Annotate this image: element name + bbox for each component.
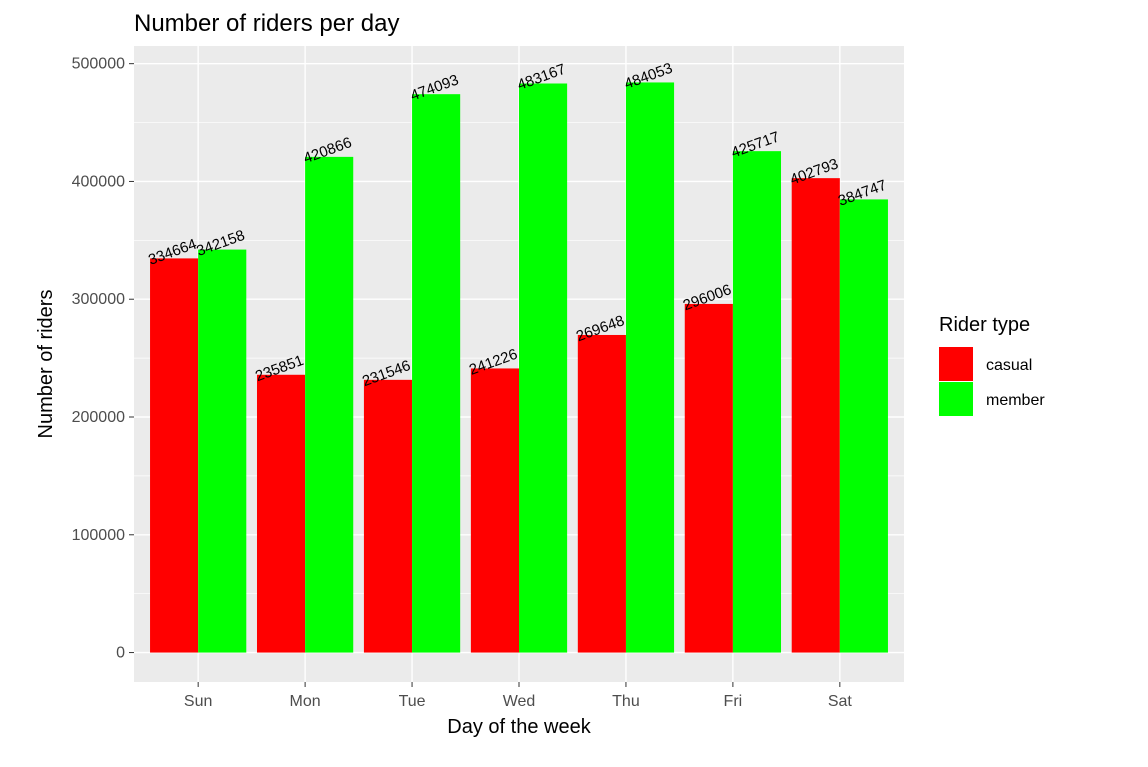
legend: Rider type casual member [939, 314, 1045, 416]
bar-casual-tue [363, 379, 413, 653]
y-tick-label: 500000 [72, 56, 125, 73]
x-tick-label: Sun [184, 693, 212, 710]
legend-swatch-member [939, 382, 973, 416]
bar-casual-sat [791, 178, 840, 653]
x-tick-label: Fri [724, 693, 743, 710]
x-tick-label: Mon [290, 693, 321, 710]
bar-casual-fri [684, 303, 733, 653]
y-tick-label: 300000 [72, 291, 125, 308]
y-tick-label: 200000 [72, 409, 125, 426]
y-axis-title: Number of riders [35, 290, 57, 439]
bar-member-sat [839, 199, 888, 653]
bars [150, 82, 888, 653]
bar-member-tue [412, 94, 461, 653]
bar-member-sun [198, 249, 247, 653]
y-tick-label: 0 [116, 645, 125, 662]
bar-member-thu [625, 82, 675, 653]
x-tick-label: Thu [612, 693, 640, 710]
x-axis: Sun Mon Tue Wed Thu Fri Sat [184, 682, 852, 710]
legend-swatch-casual [939, 347, 973, 381]
bar-member-wed [519, 83, 568, 653]
x-tick-label: Wed [503, 693, 536, 710]
x-tick-label: Sat [828, 693, 853, 710]
bar-casual-thu [577, 334, 626, 653]
chart-title: Number of riders per day [134, 10, 399, 37]
y-axis: 0 100000 200000 300000 400000 500000 [72, 56, 134, 662]
bar-casual-mon [256, 374, 306, 653]
legend-title: Rider type [939, 314, 1030, 336]
legend-label-member: member [986, 392, 1045, 409]
y-tick-label: 400000 [72, 173, 125, 190]
legend-items: casual member [939, 347, 1045, 416]
legend-label-casual: casual [986, 357, 1032, 374]
bar-member-fri [732, 151, 782, 653]
y-tick-label: 100000 [72, 527, 125, 544]
x-axis-title: Day of the week [447, 716, 591, 738]
bar-casual-sun [150, 258, 199, 653]
bar-casual-wed [470, 368, 519, 653]
bar-member-mon [305, 156, 354, 653]
x-tick-label: Tue [399, 693, 426, 710]
